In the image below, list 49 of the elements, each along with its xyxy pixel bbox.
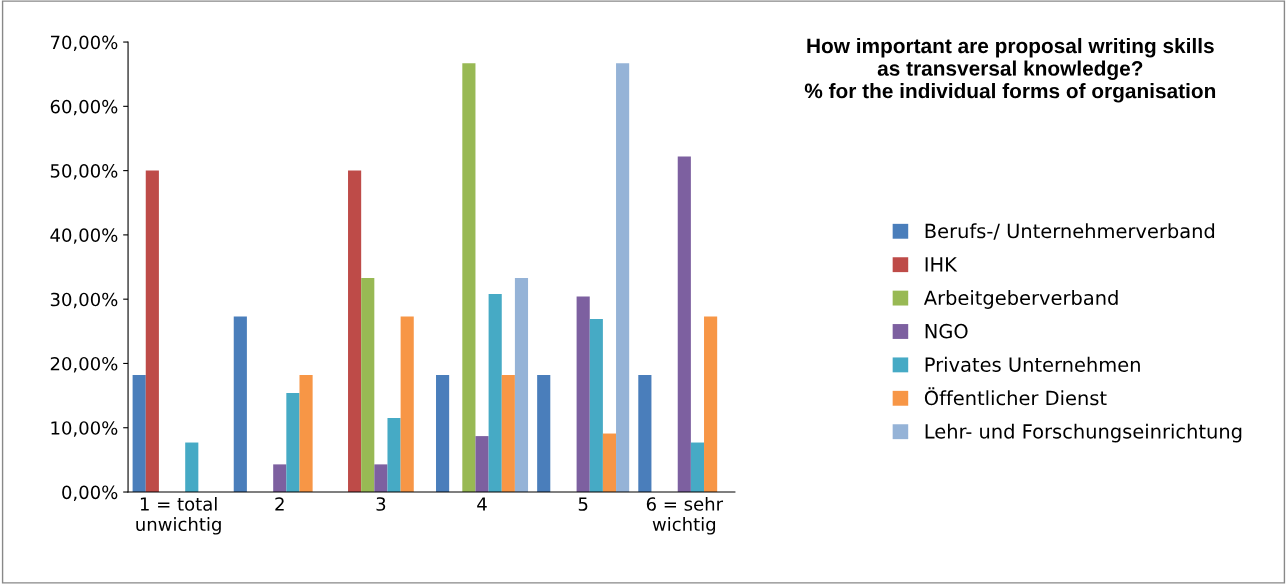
x-tick-label: 4 — [477, 497, 487, 511]
bar — [488, 294, 502, 493]
legend-label: Öffentlicher Dienst — [924, 387, 1107, 406]
y-tick-label: 10,00% — [51, 421, 118, 437]
x-tick-label: 2 — [275, 497, 284, 511]
bar — [537, 375, 551, 493]
bar — [286, 393, 300, 493]
bar — [690, 442, 705, 493]
y-tick-label: 30,00% — [50, 292, 118, 309]
bar — [677, 156, 691, 493]
legend-label: Arbeitgeberverband — [923, 290, 1118, 309]
text: How important are proposal writing skills as transversal knowledge? % for the individual forms of organisation — [804, 37, 1216, 103]
y-tick-label: 70,00% — [50, 35, 118, 52]
bar — [616, 63, 630, 493]
legend-label: NGO — [925, 323, 968, 339]
bar — [145, 170, 159, 493]
x-tick-label: 1 = total unwichtig — [136, 496, 221, 535]
bar — [299, 375, 313, 493]
bar — [273, 464, 287, 493]
legend-label: Privates Unternehmen — [925, 356, 1140, 372]
bar — [514, 277, 529, 493]
legend-label: Lehr- und Forschungseinrichtung — [925, 423, 1242, 443]
y-tick-label: 0,00% — [62, 485, 118, 501]
bar — [132, 375, 146, 493]
bar — [576, 296, 590, 493]
bar — [348, 170, 362, 493]
x-tick-label: 3 — [376, 497, 386, 511]
bar — [638, 375, 652, 493]
bar — [436, 375, 450, 493]
bar — [589, 319, 603, 493]
y-tick-label: 50,00% — [50, 164, 118, 180]
bar — [501, 375, 515, 493]
bar — [400, 316, 414, 493]
bar — [374, 464, 388, 493]
x-tick-label: 6 = sehr wichtig — [646, 496, 724, 535]
legend-label: IHK — [925, 257, 958, 272]
bar — [704, 316, 718, 493]
x-tick-label: 5 — [578, 497, 588, 511]
bar — [185, 442, 199, 493]
y-tick-label: 20,00% — [50, 356, 118, 373]
bar — [361, 277, 375, 493]
bar — [462, 63, 476, 493]
legend-label: Berufs-/ Unternehmerverband — [925, 223, 1215, 240]
bar — [233, 316, 247, 493]
bar — [602, 433, 617, 493]
y-tick-label: 60,00% — [50, 99, 118, 116]
y-tick-label: 40,00% — [50, 228, 118, 244]
bar — [387, 418, 401, 493]
bar — [475, 436, 489, 493]
